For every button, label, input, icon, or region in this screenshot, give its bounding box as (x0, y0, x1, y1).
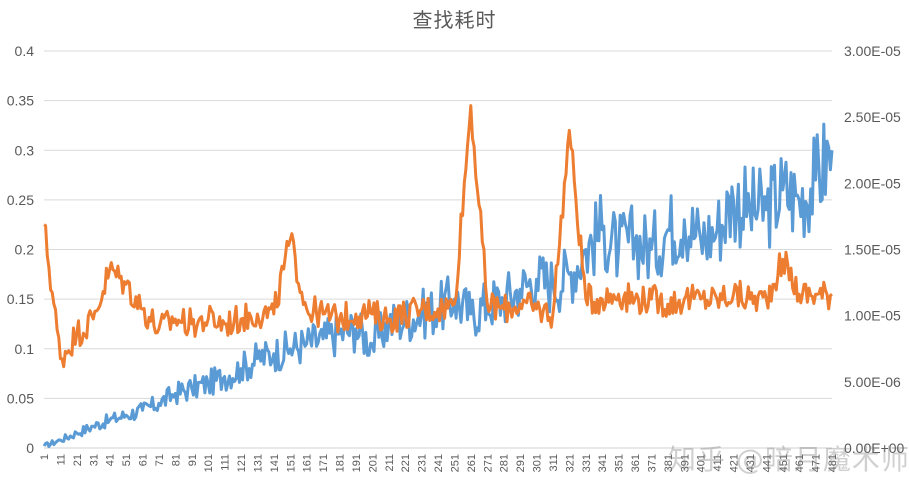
x-tick-label: 321 (564, 454, 576, 472)
gridlines (44, 50, 832, 449)
series-lines (42, 104, 834, 448)
x-tick-label: 161 (302, 454, 314, 472)
x-tick-label: 291 (515, 454, 527, 472)
x-tick-label: 61 (138, 454, 150, 466)
x-axis: 1 11 21 31 41 51 61 71 81 91 101 111 121 131 141 151 161… (39, 454, 839, 472)
x-tick-label: 381 (663, 454, 675, 472)
y2-tick-label: 3.00E-05 (844, 43, 901, 59)
x-tick-label: 181 (335, 454, 347, 472)
x-tick-label: 111 (220, 454, 232, 471)
x-tick-label: 1 (39, 454, 51, 460)
x-tick-label: 41 (105, 454, 117, 466)
left-y-axis: 0 0.05 0.1 0.15 0.2 0.25 0.3 0.35 0.4 (7, 43, 34, 456)
x-tick-label: 391 (679, 454, 691, 472)
x-tick-label: 411 (712, 454, 724, 472)
x-tick-label: 201 (367, 454, 379, 472)
x-tick-label: 71 (154, 454, 166, 466)
x-tick-label: 101 (203, 454, 215, 472)
series-orange-line (43, 104, 833, 369)
right-y-axis: 0.00E+00 5.00E-06 1.00E-05 1.50E-05 2.00E-05… (844, 43, 905, 456)
x-tick-label: 301 (532, 454, 544, 472)
y-tick-label: 0 (26, 440, 34, 456)
x-tick-label: 451 (778, 454, 790, 472)
y-tick-label: 0.3 (15, 142, 35, 158)
x-tick-label: 81 (170, 454, 182, 466)
x-tick-label: 471 (811, 454, 823, 472)
x-tick-label: 251 (449, 454, 461, 472)
x-tick-label: 171 (318, 454, 330, 472)
x-tick-label: 481 (827, 454, 839, 472)
x-tick-label: 261 (466, 454, 478, 472)
x-tick-label: 341 (597, 454, 609, 472)
y-tick-label: 0.05 (7, 390, 34, 406)
x-tick-label: 151 (285, 454, 297, 472)
x-tick-label: 331 (581, 454, 593, 472)
x-tick-label: 281 (499, 454, 511, 472)
x-tick-label: 361 (630, 454, 642, 472)
x-tick-label: 191 (351, 454, 363, 472)
x-tick-label: 131 (252, 454, 264, 472)
x-tick-label: 421 (729, 454, 741, 472)
y2-tick-label: 1.00E-05 (844, 308, 901, 324)
y-tick-label: 0.4 (15, 43, 35, 59)
y2-tick-label: 0.00E+00 (844, 440, 905, 456)
x-tick-label: 51 (121, 454, 133, 466)
y-tick-label: 0.2 (15, 242, 35, 258)
x-tick-label: 351 (614, 454, 626, 472)
x-tick-label: 461 (794, 454, 806, 472)
x-tick-label: 431 (745, 454, 757, 472)
x-tick-label: 141 (269, 454, 281, 472)
y2-tick-label: 2.50E-05 (844, 109, 901, 125)
y2-tick-label: 1.50E-05 (844, 242, 901, 258)
x-tick-label: 221 (400, 454, 412, 472)
y-tick-label: 0.25 (7, 192, 34, 208)
x-tick-label: 11 (55, 454, 67, 465)
x-tick-label: 311 (548, 454, 560, 472)
x-tick-label: 371 (646, 454, 658, 472)
x-tick-label: 91 (187, 454, 199, 466)
x-tick-label: 271 (482, 454, 494, 472)
x-tick-label: 401 (696, 454, 708, 472)
x-tick-label: 241 (433, 454, 445, 472)
x-tick-label: 21 (72, 454, 84, 466)
x-tick-label: 231 (417, 454, 429, 472)
y2-tick-label: 2.00E-05 (844, 175, 901, 191)
x-tick-label: 121 (236, 454, 248, 472)
x-tick-label: 211 (384, 454, 396, 472)
y-tick-label: 0.1 (15, 341, 35, 357)
y-tick-label: 0.15 (7, 291, 34, 307)
chart-title: 查找耗时 (412, 8, 497, 32)
x-tick-label: 441 (761, 454, 773, 472)
x-tick-label: 31 (88, 454, 100, 466)
y-tick-label: 0.35 (7, 93, 34, 109)
y2-tick-label: 5.00E-06 (844, 374, 901, 390)
